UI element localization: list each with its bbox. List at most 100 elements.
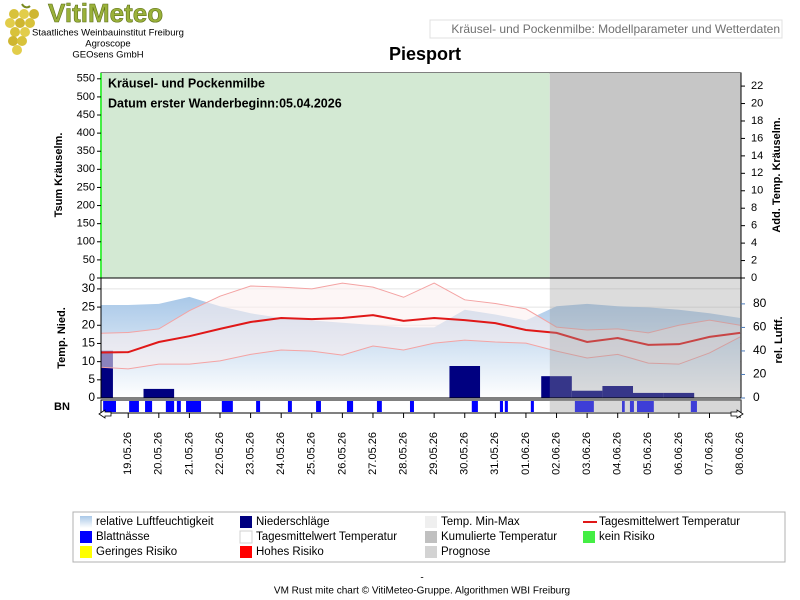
y-tick-label: 20: [82, 317, 96, 331]
legend-label: Kumulierte Temperatur: [441, 531, 557, 543]
x-tick-label: 04.06.26: [612, 432, 624, 475]
no-risk-area: [101, 73, 550, 278]
forecast-area: [549, 278, 741, 398]
scroll-arrow: [98, 409, 112, 419]
org-line: Staatliches Weinbauinstitut Freiburg: [32, 28, 184, 39]
leaf-wetness: [176, 401, 181, 412]
legend-swatch: [425, 531, 437, 543]
x-tick-label: 03.06.26: [581, 432, 593, 475]
logo-text: VitiMeteo: [48, 0, 163, 28]
x-tick-label: 01.06.26: [520, 432, 532, 475]
leaf-wetness: [165, 401, 175, 412]
footer: VM Rust mite chart © VitiMeteo-Gruppe. A…: [274, 586, 570, 597]
y2-tick-label: 60: [753, 320, 767, 334]
legend-swatch: [240, 546, 252, 558]
precipitation-bar: [541, 376, 572, 398]
annotation: Kräusel- und Pockenmilbe: [108, 76, 265, 90]
precipitation-bar: [101, 350, 113, 398]
y2-tick-label: 18: [751, 115, 763, 127]
leaf-wetness: [346, 401, 354, 412]
x-tick-label: 31.05.26: [489, 432, 501, 475]
y2-tick-label: 2: [751, 254, 757, 266]
legend-swatch: [239, 530, 253, 544]
leaf-wetness: [574, 401, 594, 412]
y2-tick-label: 12: [751, 167, 763, 179]
legend-label: Tagesmittelwert Temperatur: [256, 531, 397, 543]
precipitation-bar: [663, 392, 695, 398]
leaf-wetness: [376, 401, 382, 412]
legend-label: Geringes Risiko: [96, 546, 177, 558]
temp-band: [101, 283, 741, 369]
org-line: GEOsens GmbH: [72, 50, 143, 61]
leaf-wetness: [316, 401, 321, 412]
legend-label: kein Risiko: [599, 531, 655, 543]
legend-label: Prognose: [441, 546, 490, 558]
legend-swatch: [240, 516, 252, 528]
y2-tick-label: 0: [751, 272, 757, 284]
y-tick-label: 25: [82, 299, 96, 313]
x-tick-label: 25.05.26: [306, 432, 318, 475]
y-tick-label: 150: [77, 218, 95, 230]
forecast-area: [549, 400, 741, 413]
x-tick-label: 07.06.26: [703, 432, 715, 475]
legend-swatch: [425, 516, 437, 528]
y-tick-label: 450: [77, 109, 95, 121]
y-tick-label: 250: [77, 181, 95, 193]
y2-tick-label: 80: [753, 296, 767, 310]
x-tick-label: 30.05.26: [459, 432, 471, 475]
subtitle-box: [429, 19, 783, 39]
leaf-wetness: [621, 401, 625, 412]
x-tick-label: 20.05.26: [153, 432, 165, 475]
leaf-wetness: [221, 401, 233, 412]
y-tick-label: 15: [82, 336, 96, 350]
precipitation-bar: [602, 386, 634, 398]
x-tick-label: 05.06.26: [642, 432, 654, 475]
y-tick-label: 400: [77, 127, 95, 139]
legend-swatch: [583, 531, 595, 543]
leaf-wetness: [256, 401, 261, 412]
precipitation-bar: [633, 392, 664, 398]
y2-tick-label: 22: [751, 80, 763, 92]
legend-label: Hohes Risiko: [256, 546, 324, 558]
legend-label: Tagesmittelwert Temperatur: [599, 516, 740, 528]
y-tick-label: 10: [82, 354, 96, 368]
legend-label: Niederschläge: [256, 516, 330, 528]
axis-label: rel. Luftf.: [773, 316, 785, 363]
footer-dash: -: [420, 573, 423, 584]
temp-mean-line: [101, 314, 741, 354]
annotation: Datum erster Wanderbeginn:05.04.2026: [108, 96, 342, 110]
x-tick-label: 27.05.26: [367, 432, 379, 475]
y-tick-label: 200: [77, 199, 95, 211]
y-tick-label: 550: [77, 73, 95, 85]
temp-min-line: [101, 336, 741, 370]
scroll-arrow: [730, 409, 744, 419]
y2-tick-label: 4: [751, 237, 757, 249]
leaf-wetness: [629, 401, 634, 412]
axis-label: Tsum Kräuselm.: [53, 133, 65, 218]
subtitle: Kräusel- und Pockenmilbe: Modellparamete…: [451, 22, 780, 36]
leaf-wetness: [145, 401, 153, 412]
org-line: Agroscope: [85, 39, 130, 50]
legend-label: Blattnässe: [96, 531, 150, 543]
y-tick-label: 50: [83, 254, 95, 266]
y-tick-label: 100: [77, 236, 95, 248]
y2-tick-label: 40: [753, 343, 767, 357]
y2-tick-label: 20: [753, 367, 767, 381]
y2-tick-label: 8: [751, 202, 757, 214]
leaf-wetness: [504, 401, 508, 412]
x-tick-label: 29.05.26: [428, 432, 440, 475]
x-tick-label: 28.05.26: [397, 432, 409, 475]
y-tick-label: 5: [88, 372, 95, 386]
leaf-wetness: [636, 401, 654, 412]
leaf-wetness: [690, 401, 697, 412]
legend-swatch: [425, 546, 437, 558]
y2-tick-label: 20: [751, 97, 763, 109]
axis-label: BN: [54, 401, 70, 413]
y-tick-label: 350: [77, 145, 95, 157]
x-tick-label: 24.05.26: [275, 432, 287, 475]
leaf-wetness: [103, 401, 116, 412]
y2-tick-label: 6: [751, 220, 757, 232]
leaf-wetness: [409, 401, 414, 412]
y-tick-label: 500: [77, 91, 95, 103]
x-tick-label: 23.05.26: [245, 432, 257, 475]
